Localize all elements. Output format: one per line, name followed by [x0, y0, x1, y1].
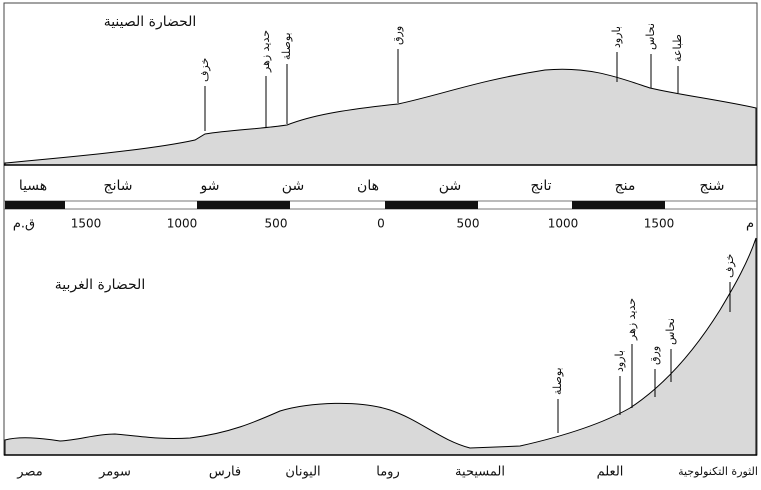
annotation: نحاس [664, 318, 677, 345]
dynasty-label: شنج [700, 178, 725, 194]
era-label: العلم [597, 465, 624, 480]
era-label: روما [376, 465, 399, 480]
annotation: ورق [391, 26, 404, 45]
timeline-segment [5, 201, 65, 209]
era-label: مصر [16, 465, 42, 480]
western-title: الحضارة الغربية [55, 277, 145, 293]
annotation: بارود [610, 26, 623, 48]
annotation: نحاس [644, 23, 657, 50]
ad-label: م [746, 217, 754, 232]
era-label: المسيحية [455, 465, 505, 480]
era-label: اليونان [285, 465, 320, 480]
annotation: بوصلة [551, 367, 564, 395]
western-curve [4, 237, 757, 456]
dynasty-label: منج [615, 178, 636, 194]
dynasty-label: هسيا [19, 178, 47, 194]
annotation: ورق [648, 346, 661, 365]
timeline-label: 1500 [644, 217, 675, 231]
annotation: بوصلة [280, 32, 293, 60]
timeline-label: 1000 [548, 217, 579, 231]
timeline-segment [385, 201, 478, 209]
era-label: فارس [209, 465, 241, 480]
timeline-label: 0 [377, 217, 385, 231]
timeline-label: 500 [265, 217, 288, 231]
annotation: بارود [613, 350, 626, 372]
dynasty-label: تانج [530, 178, 551, 194]
dynasty-label: شن [439, 178, 461, 194]
dynasty-label: هان [357, 178, 379, 194]
annotation: حديد زهر [625, 298, 638, 341]
timeline-label: 1500 [71, 217, 102, 231]
annotation: خزف [198, 58, 211, 82]
timeline-label: 1000 [167, 217, 198, 231]
annotation: حديد زهر [259, 30, 272, 73]
bc-label: ق.م [13, 217, 35, 232]
chinese-curve [4, 68, 757, 166]
dynasty-label: شانج [104, 178, 133, 194]
annotation: طباعة [671, 34, 684, 62]
dynasty-label: شو [200, 178, 220, 194]
timeline-label: 500 [457, 217, 480, 231]
timeline-segment [572, 201, 665, 209]
timeline-segment [197, 201, 290, 209]
era-label: الثورة التكنولوجية [678, 465, 758, 478]
dynasty-label: شن [282, 178, 304, 194]
era-label: سومر [98, 465, 131, 480]
chinese-title: الحضارة الصينية [104, 14, 197, 30]
annotation: خزف [723, 254, 736, 278]
